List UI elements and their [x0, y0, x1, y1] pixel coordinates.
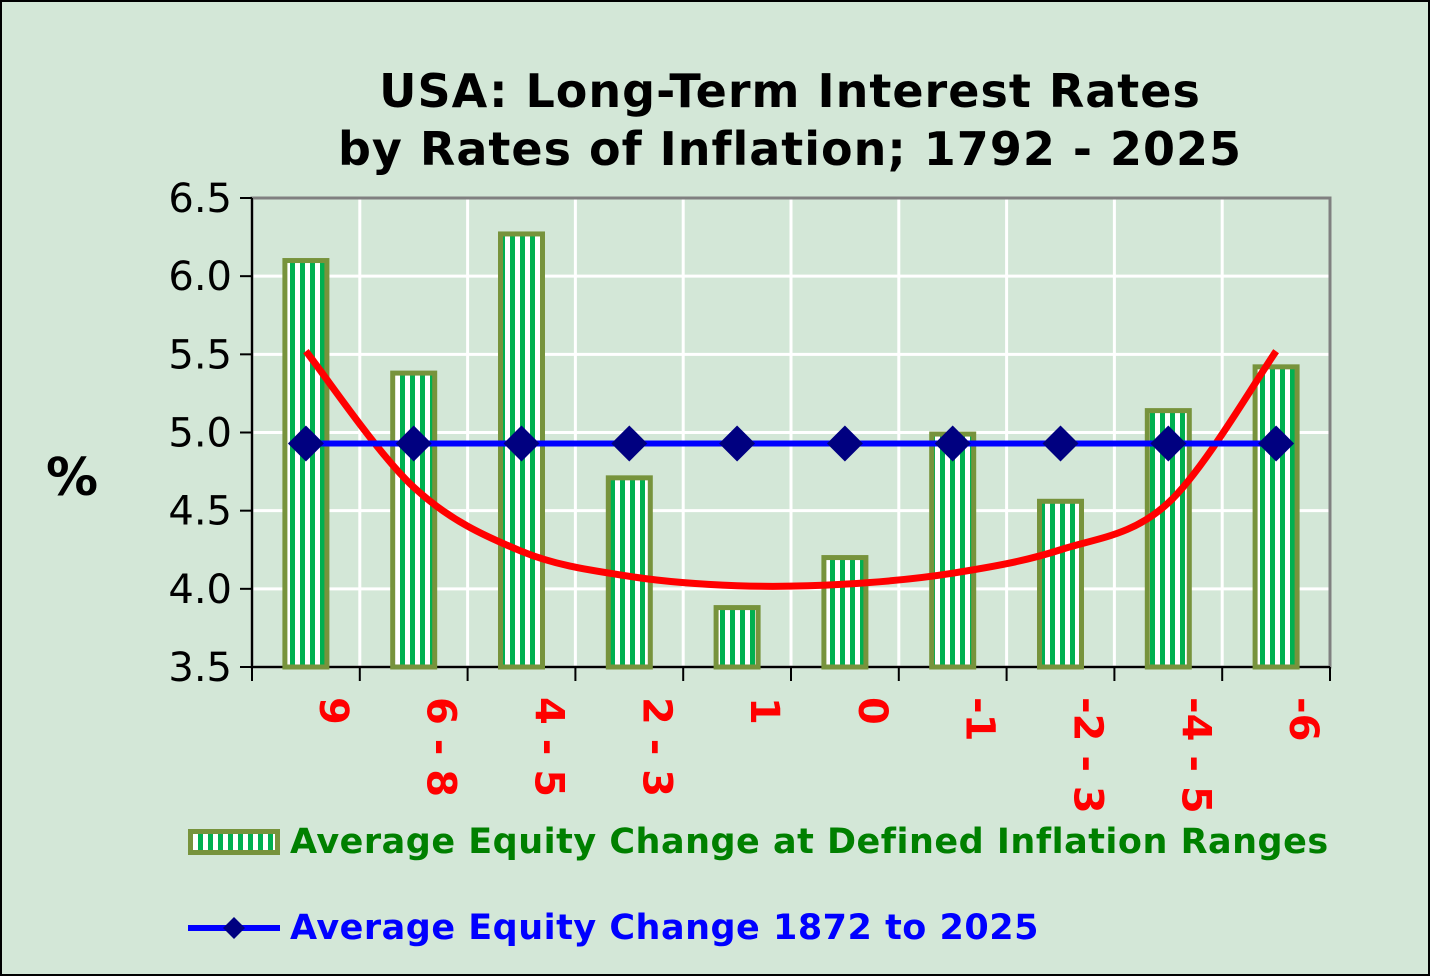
legend-line-swatch [188, 917, 280, 939]
x-tick-label: 2 - 3 [633, 697, 679, 797]
legend-line-label: Average Equity Change 1872 to 2025 [290, 908, 1039, 948]
y-tick-label: 5.5 [168, 332, 232, 378]
y-tick-label: 6.5 [168, 176, 232, 222]
average-marker [611, 425, 648, 462]
bar [929, 431, 977, 670]
bar [821, 555, 869, 670]
x-tick-label: 0 [849, 697, 895, 725]
chart-subtitle: by Rates of Inflation; 1792 - 2025 [338, 122, 1242, 176]
average-marker [1258, 425, 1295, 462]
y-tick-label: 6.0 [168, 254, 232, 300]
average-marker [503, 425, 540, 462]
bar [1037, 498, 1084, 670]
average-marker [934, 425, 971, 462]
x-tick-label: 9 [310, 697, 356, 725]
bar [1252, 364, 1300, 670]
legend-item-line: Average Equity Change 1872 to 2025 [188, 908, 1039, 948]
x-tick-label: -1 [957, 697, 1003, 741]
average-marker [395, 425, 432, 462]
average-marker [1042, 425, 1079, 462]
legend-bar-label: Average Equity Change at Defined Inflati… [290, 822, 1329, 862]
x-tick-label: -2 - 3 [1065, 697, 1111, 814]
x-tick-label: -4 - 5 [1172, 697, 1218, 814]
average-marker [1150, 425, 1187, 462]
bar [713, 605, 761, 670]
bar [282, 258, 330, 670]
y-axis-label: % [46, 448, 99, 508]
legend-bar-swatch [188, 829, 280, 855]
legend-item-bars: Average Equity Change at Defined Inflati… [188, 822, 1329, 862]
x-tick-label: 6 - 8 [418, 697, 464, 797]
average-marker [287, 425, 324, 462]
chart-title: USA: Long-Term Interest Rates [379, 64, 1201, 118]
trend-curve [303, 349, 1279, 590]
y-tick-label: 4.5 [168, 489, 232, 535]
bar [390, 370, 438, 670]
average-marker [826, 425, 863, 462]
y-tick-label: 3.5 [168, 645, 232, 691]
average-marker [719, 425, 756, 462]
x-tick-label: 1 [741, 697, 787, 725]
x-tick-label: -6 [1280, 697, 1326, 741]
x-tick-label: 4 - 5 [526, 697, 572, 797]
y-tick-label: 5.0 [168, 411, 232, 457]
y-tick-label: 4.0 [168, 567, 232, 613]
